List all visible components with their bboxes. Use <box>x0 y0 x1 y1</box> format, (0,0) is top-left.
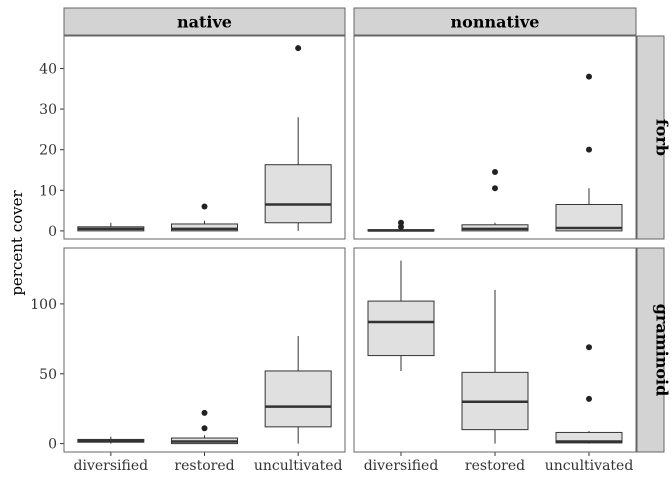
box-restored <box>171 409 238 445</box>
box-uncultivated <box>555 344 623 444</box>
box-iqr <box>264 370 332 428</box>
y-tick-label: 100 <box>30 297 57 313</box>
outlier-point <box>586 344 592 351</box>
box-iqr <box>555 203 623 232</box>
column-strip-label: nonnative <box>451 13 540 32</box>
column-strip-native <box>63 7 346 36</box>
y-tick-label: 0 <box>48 437 57 453</box>
row-strip-label: forb <box>653 119 672 156</box>
outlier-point <box>295 45 302 52</box>
panel-forb-native <box>63 35 346 240</box>
box-uncultivated <box>264 336 332 444</box>
x-tick-label: uncultivated <box>254 458 343 474</box>
box-uncultivated <box>555 73 623 232</box>
box-diversified <box>367 219 435 232</box>
box-restored <box>171 203 238 232</box>
box-iqr <box>367 300 435 357</box>
outlier-point <box>398 219 404 226</box>
box-diversified <box>367 260 435 371</box>
row-strip-graminoid <box>636 247 665 453</box>
y-tick-label: 50 <box>39 367 57 383</box>
outlier-point <box>492 185 498 192</box>
y-tick-label: 0 <box>48 224 57 240</box>
outlier-point <box>586 73 592 80</box>
row-strip-forb <box>636 35 665 240</box>
y-tick-label: 40 <box>39 61 57 77</box>
panel-forb-nonnative <box>353 35 637 240</box>
outlier-point <box>586 395 592 402</box>
column-strip-nonnative <box>353 7 637 36</box>
y-axis-title: percent cover <box>8 190 26 296</box>
outlier-point <box>201 425 208 432</box>
outlier-point <box>586 146 592 153</box>
outlier-point <box>201 409 208 416</box>
panel-graminoid-nonnative <box>353 247 637 453</box>
x-tick-label: restored <box>465 458 525 474</box>
outlier-point <box>201 203 208 210</box>
box-diversified <box>77 436 145 444</box>
box-uncultivated <box>264 45 332 231</box>
panel-graminoid-native <box>63 247 346 453</box>
y-tick-label: 10 <box>39 183 57 199</box>
facet-panels: native nonnative forb graminoid 0 10 20 30 40 0 50… <box>30 7 672 474</box>
outlier-point <box>492 169 498 176</box>
y-tick-label: 20 <box>39 143 57 159</box>
box-restored <box>461 289 529 444</box>
y-tick-label: 30 <box>39 102 57 118</box>
box-restored <box>461 169 529 232</box>
box-iqr <box>171 223 238 232</box>
box-iqr <box>555 431 623 444</box>
x-tick-label: diversified <box>74 458 149 474</box>
x-tick-label: diversified <box>364 458 439 474</box>
box-diversified <box>77 222 145 232</box>
row-strip-label: graminoid <box>653 304 672 397</box>
column-strip-label: native <box>177 13 232 32</box>
box-iqr <box>264 164 332 224</box>
x-tick-label: uncultivated <box>545 458 634 474</box>
x-tick-label: restored <box>174 458 234 474</box>
